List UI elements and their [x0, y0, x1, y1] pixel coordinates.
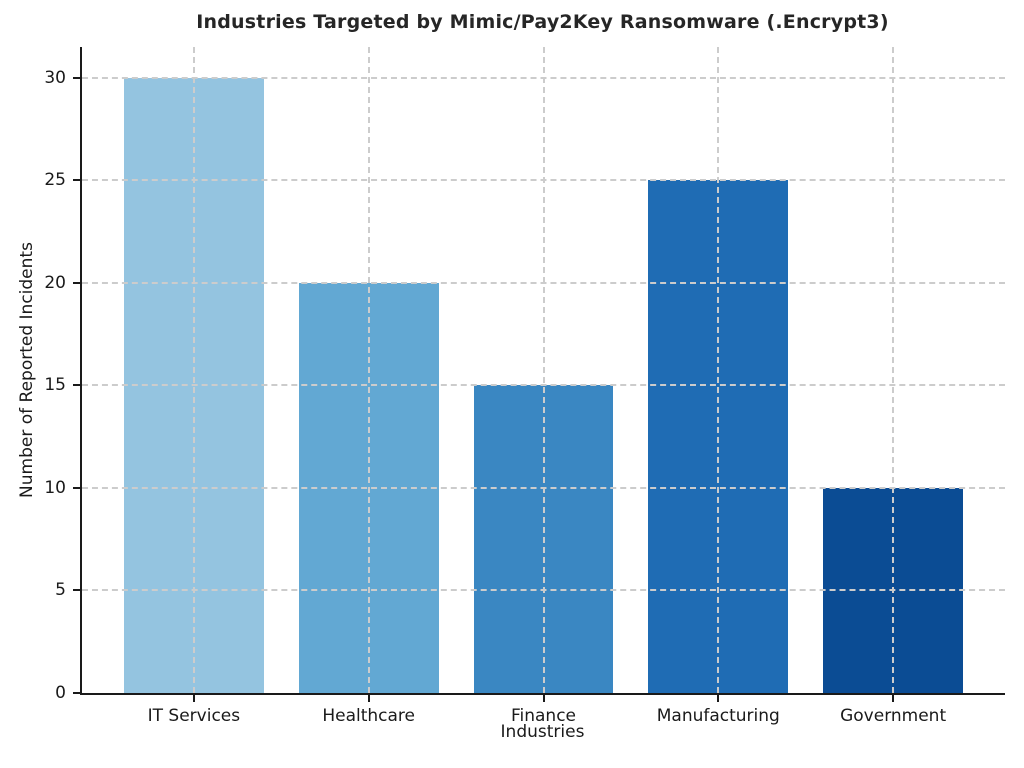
x-tick-label-manufacturing: Manufacturing — [656, 706, 780, 726]
y-tick-label-25: 25 — [44, 170, 66, 191]
chart-title: Industries Targeted by Mimic/Pay2Key Ran… — [196, 11, 889, 33]
y-tick-5 — [73, 589, 80, 592]
x-tick-healthcare — [367, 695, 370, 702]
x-tick-label-healthcare: Healthcare — [322, 706, 416, 726]
y-tick-25 — [73, 179, 80, 182]
gridline-x-government — [892, 47, 895, 693]
y-tick-10 — [73, 486, 80, 489]
x-tick-it-services — [192, 695, 195, 702]
gridline-x-manufacturing — [717, 47, 720, 693]
y-tick-30 — [73, 76, 80, 79]
y-tick-label-15: 15 — [44, 375, 66, 396]
x-tick-manufacturing — [717, 695, 720, 702]
gridline-x-healthcare — [367, 47, 370, 693]
y-tick-20 — [73, 281, 80, 284]
y-tick-label-5: 5 — [55, 580, 66, 601]
x-tick-label-it-services: IT Services — [147, 706, 241, 726]
gridline-x-it-services — [192, 47, 195, 693]
gridline-x-finance — [542, 47, 545, 693]
x-axis-label: Industries — [500, 722, 585, 742]
y-tick-label-20: 20 — [44, 272, 66, 293]
x-tick-finance — [542, 695, 545, 702]
x-tick-label-finance: Finance — [510, 706, 577, 726]
y-tick-15 — [73, 384, 80, 387]
y-tick-label-10: 10 — [44, 477, 66, 498]
y-tick-label-0: 0 — [55, 683, 66, 703]
y-tick-0 — [73, 692, 80, 694]
plot-area: 0 5 10 15 20 25 30 IT Services Healthcare Finance… — [44, 47, 1005, 726]
x-tick-government — [892, 695, 895, 702]
x-tick-label-government: Government — [840, 706, 947, 726]
y-tick-label-30: 30 — [44, 67, 66, 88]
